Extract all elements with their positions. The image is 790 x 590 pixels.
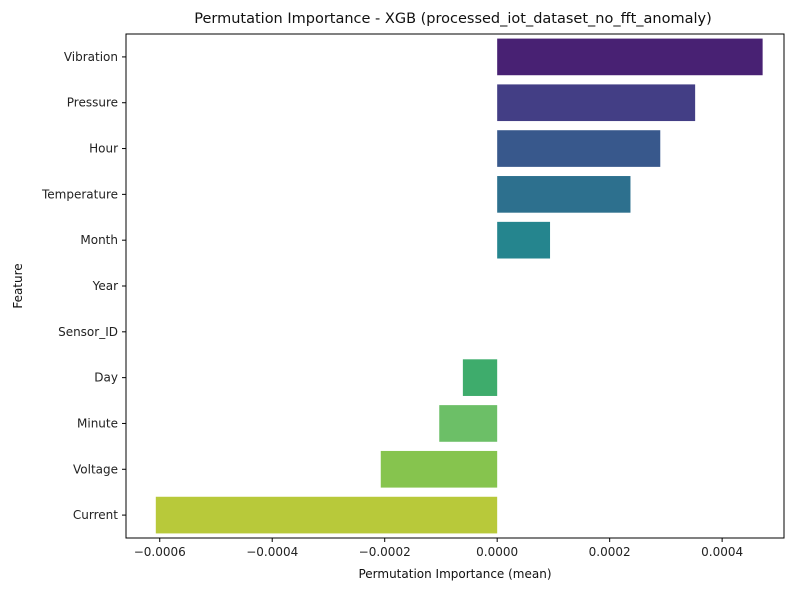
y-tick-label: Month xyxy=(80,233,118,247)
y-tick-label: Day xyxy=(94,371,118,385)
y-tick-label: Pressure xyxy=(67,96,118,110)
x-axis-label: Permutation Importance (mean) xyxy=(358,567,551,581)
y-axis-ticks: Vibration Pressure Hour Temperature Month Yea… xyxy=(41,50,126,522)
y-axis-label: Feature xyxy=(11,263,25,308)
y-tick-label: Year xyxy=(92,279,118,293)
x-tick-label: 0.0004 xyxy=(701,545,743,559)
bar-vibration xyxy=(497,38,763,76)
y-tick-label: Current xyxy=(73,508,118,522)
bars-group xyxy=(155,38,763,534)
x-axis-ticks: −0.0006 −0.0004 −0.0002 0.0000 0.0002 0.0004 xyxy=(134,538,743,559)
x-tick-label: −0.0004 xyxy=(246,545,298,559)
y-tick-label: Sensor_ID xyxy=(58,325,118,339)
y-tick-label: Minute xyxy=(77,416,118,430)
x-tick-label: 0.0000 xyxy=(476,545,518,559)
bar-hour xyxy=(497,130,661,167)
bar-minute xyxy=(439,405,498,442)
bar-pressure xyxy=(497,84,696,122)
bar-current xyxy=(155,496,498,534)
bar-month xyxy=(497,221,551,259)
y-tick-label: Hour xyxy=(89,142,118,156)
y-tick-label: Temperature xyxy=(41,187,118,201)
bar-day xyxy=(462,359,498,396)
y-tick-label: Voltage xyxy=(73,462,118,476)
x-tick-label: 0.0002 xyxy=(589,545,631,559)
x-tick-label: −0.0002 xyxy=(359,545,411,559)
y-tick-label: Vibration xyxy=(64,50,118,64)
bar-temperature xyxy=(497,176,631,213)
x-tick-label: −0.0006 xyxy=(134,545,186,559)
bar-voltage xyxy=(380,450,498,488)
chart-title: Permutation Importance - XGB (processed_… xyxy=(194,11,712,27)
